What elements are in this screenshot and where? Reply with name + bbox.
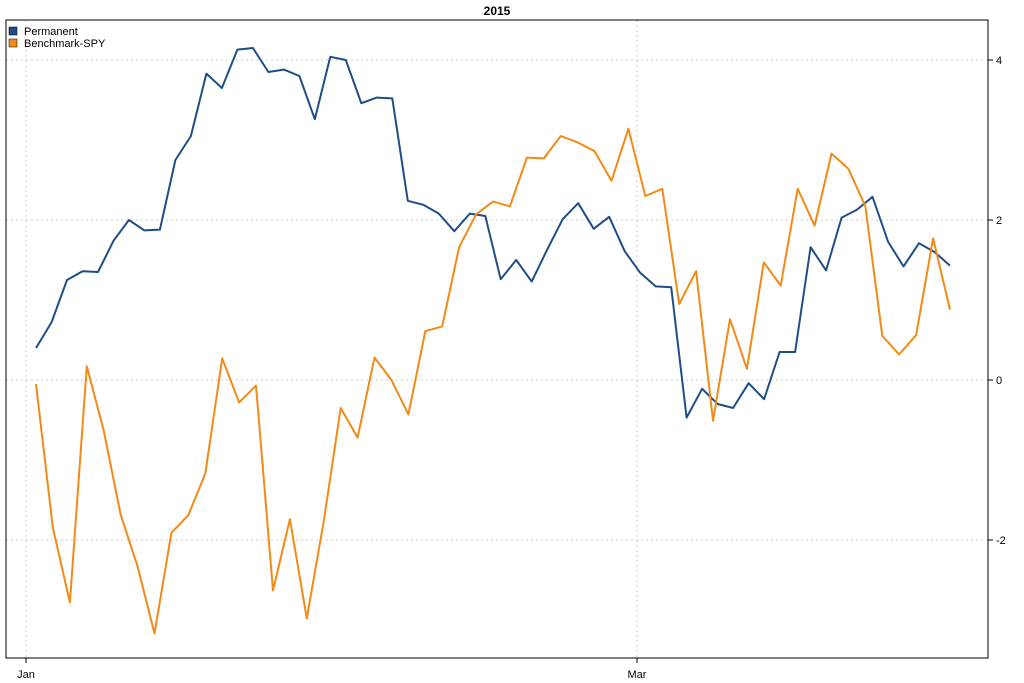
plot-area-frame — [5, 19, 989, 659]
chart-title: 2015 — [484, 4, 511, 18]
x-tick-label: Mar — [628, 669, 647, 681]
legend-label: Permanent — [24, 26, 78, 38]
grid-lines — [6, 20, 988, 658]
legend-label: Benchmark-SPY — [24, 38, 106, 50]
legend-swatch — [8, 38, 18, 48]
series-layer — [35, 47, 951, 635]
x-axis: Jan Mar — [17, 658, 647, 681]
y-tick-label: 0 — [996, 375, 1002, 387]
legend-swatch — [8, 26, 18, 36]
y-axis: -2 0 2 4 — [988, 55, 1006, 547]
series-line-benchmark-spy — [35, 127, 951, 635]
series-line-permanent — [35, 47, 951, 419]
y-tick-label: -2 — [996, 535, 1006, 547]
x-tick-label: Jan — [17, 669, 35, 681]
y-tick-label: 4 — [996, 55, 1002, 67]
y-tick-label: 2 — [996, 215, 1002, 227]
